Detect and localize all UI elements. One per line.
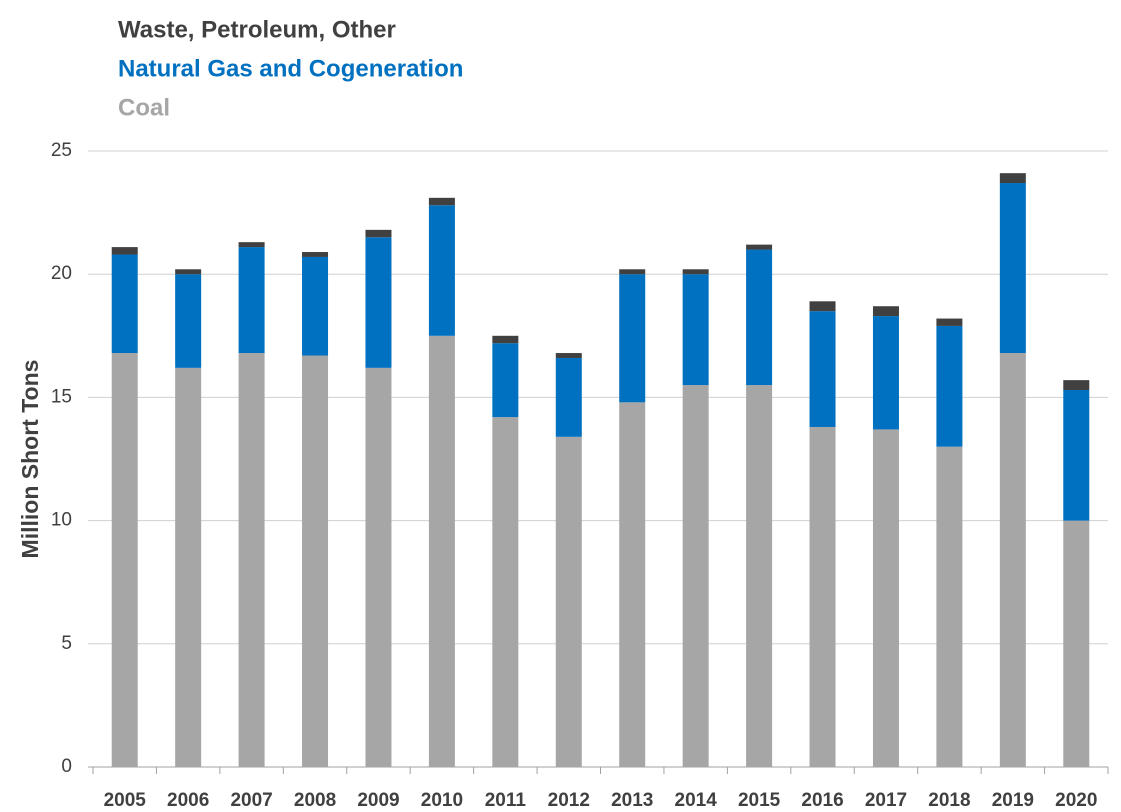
x-tick-label: 2013 bbox=[611, 790, 653, 811]
bar-segment bbox=[619, 269, 646, 275]
bar-segment bbox=[999, 353, 1026, 767]
x-tick-label: 2010 bbox=[421, 790, 463, 811]
x-tick-label: 2017 bbox=[865, 790, 907, 811]
bar-segment bbox=[492, 335, 519, 344]
x-tick-label: 2005 bbox=[104, 790, 147, 811]
bar-segment bbox=[238, 247, 265, 354]
bar-segment bbox=[746, 249, 773, 386]
bar-segment bbox=[302, 256, 329, 356]
bar-segment bbox=[1063, 520, 1090, 767]
bar-segment bbox=[111, 254, 138, 354]
x-tick-label: 2018 bbox=[928, 790, 970, 811]
x-tick-label: 2019 bbox=[992, 790, 1034, 811]
x-tick-label: 2012 bbox=[548, 790, 590, 811]
bar-segment bbox=[1063, 380, 1090, 391]
x-tick-label: 2020 bbox=[1055, 790, 1097, 811]
x-tick-label: 2007 bbox=[230, 790, 272, 811]
x-tick-label: 2009 bbox=[357, 790, 399, 811]
y-tick-label: 15 bbox=[51, 386, 72, 407]
bar-segment bbox=[936, 318, 963, 326]
bar-segment bbox=[365, 237, 392, 368]
bar-segment bbox=[999, 183, 1026, 354]
bar-segment bbox=[809, 426, 836, 767]
bar-segment bbox=[428, 335, 455, 767]
bar-segment bbox=[746, 385, 773, 767]
x-tick-label: 2015 bbox=[738, 790, 781, 811]
bar-segment bbox=[809, 301, 836, 312]
y-tick-label: 0 bbox=[61, 756, 72, 777]
bar-segment bbox=[999, 173, 1026, 184]
bar-segment bbox=[238, 242, 265, 248]
bar-segment bbox=[682, 274, 709, 386]
bar-segment bbox=[175, 367, 202, 767]
x-tick-label: 2014 bbox=[675, 790, 718, 811]
bar-segment bbox=[619, 402, 646, 767]
bar-segment bbox=[555, 357, 582, 437]
x-tick-label: 2011 bbox=[485, 790, 527, 811]
y-tick-label: 25 bbox=[51, 140, 72, 161]
bar-segment bbox=[936, 325, 963, 447]
bar-segment bbox=[619, 274, 646, 403]
y-tick-label: 5 bbox=[61, 633, 72, 654]
legend-entry: Coal bbox=[118, 94, 170, 121]
bar-segment bbox=[746, 244, 773, 250]
bar-segment bbox=[365, 229, 392, 238]
bar-segment bbox=[872, 306, 899, 317]
x-tick-label: 2008 bbox=[294, 790, 336, 811]
legend-entry: Waste, Petroleum, Other bbox=[118, 16, 396, 43]
bar-segment bbox=[428, 197, 455, 206]
y-axis-label: Million Short Tons bbox=[17, 360, 43, 559]
bar-segment bbox=[682, 269, 709, 275]
bar-segment bbox=[111, 247, 138, 255]
bar-segment bbox=[555, 353, 582, 358]
bar-segment bbox=[175, 274, 202, 368]
bar-segment bbox=[492, 417, 519, 767]
bar-segment bbox=[809, 311, 836, 427]
legend-entry: Natural Gas and Cogeneration bbox=[118, 55, 463, 82]
bar-segment bbox=[111, 353, 138, 767]
bar-segment bbox=[302, 252, 329, 257]
bar-segment bbox=[238, 353, 265, 767]
bar-segment bbox=[175, 269, 202, 275]
bar-segment bbox=[365, 367, 392, 767]
x-tick-label: 2006 bbox=[167, 790, 209, 811]
bar-segment bbox=[492, 343, 519, 418]
bar-segment bbox=[936, 446, 963, 767]
bar-segment bbox=[302, 355, 329, 767]
bar-segment bbox=[872, 429, 899, 767]
y-tick-label: 10 bbox=[51, 510, 72, 531]
x-tick-label: 2016 bbox=[801, 790, 843, 811]
bar-segment bbox=[555, 436, 582, 767]
bar-segment bbox=[682, 385, 709, 767]
y-tick-label: 20 bbox=[51, 263, 72, 284]
bar-segment bbox=[872, 316, 899, 430]
bar-segment bbox=[428, 205, 455, 336]
bar-segment bbox=[1063, 390, 1090, 521]
